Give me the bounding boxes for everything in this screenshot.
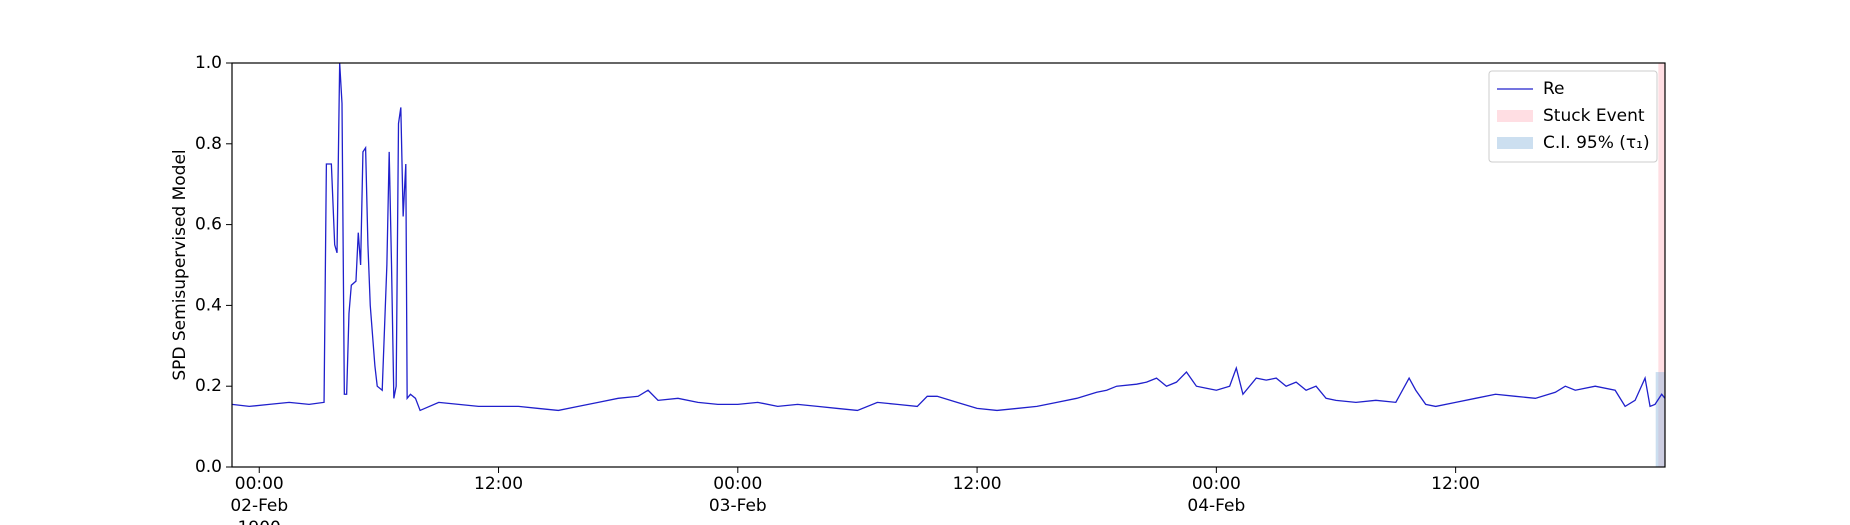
x-tick-label: 12:00	[953, 474, 1002, 494]
x-tick-label: 12:00	[474, 474, 523, 494]
plot-frame	[231, 62, 1666, 468]
y-tick-label: 0.6	[195, 215, 222, 235]
y-tick-label: 0.2	[195, 376, 222, 396]
legend-swatch	[1497, 110, 1533, 122]
y-tick-label: 1.0	[195, 53, 222, 73]
y-tick-label: 0.0	[195, 457, 222, 477]
span	[1655, 372, 1665, 467]
legend-box	[1488, 70, 1658, 163]
legend-label: Stuck Event	[1543, 106, 1645, 126]
data-line	[231, 62, 1666, 412]
x-tick-label: 00:00 03-Feb	[709, 474, 767, 516]
y-tick-label: 0.8	[195, 134, 222, 154]
y-axis-label: SPD Semisupervised Model	[170, 149, 190, 380]
legend-label: Re	[1543, 79, 1565, 99]
legend-label: C.I. 95% (τ₁)	[1543, 133, 1650, 153]
span	[1658, 63, 1665, 467]
x-tick-label: 12:00	[1431, 474, 1480, 494]
legend-swatch	[1497, 137, 1533, 149]
y-tick-label: 0.4	[195, 295, 222, 315]
x-tick-label: 00:00 04-Feb	[1187, 474, 1245, 516]
